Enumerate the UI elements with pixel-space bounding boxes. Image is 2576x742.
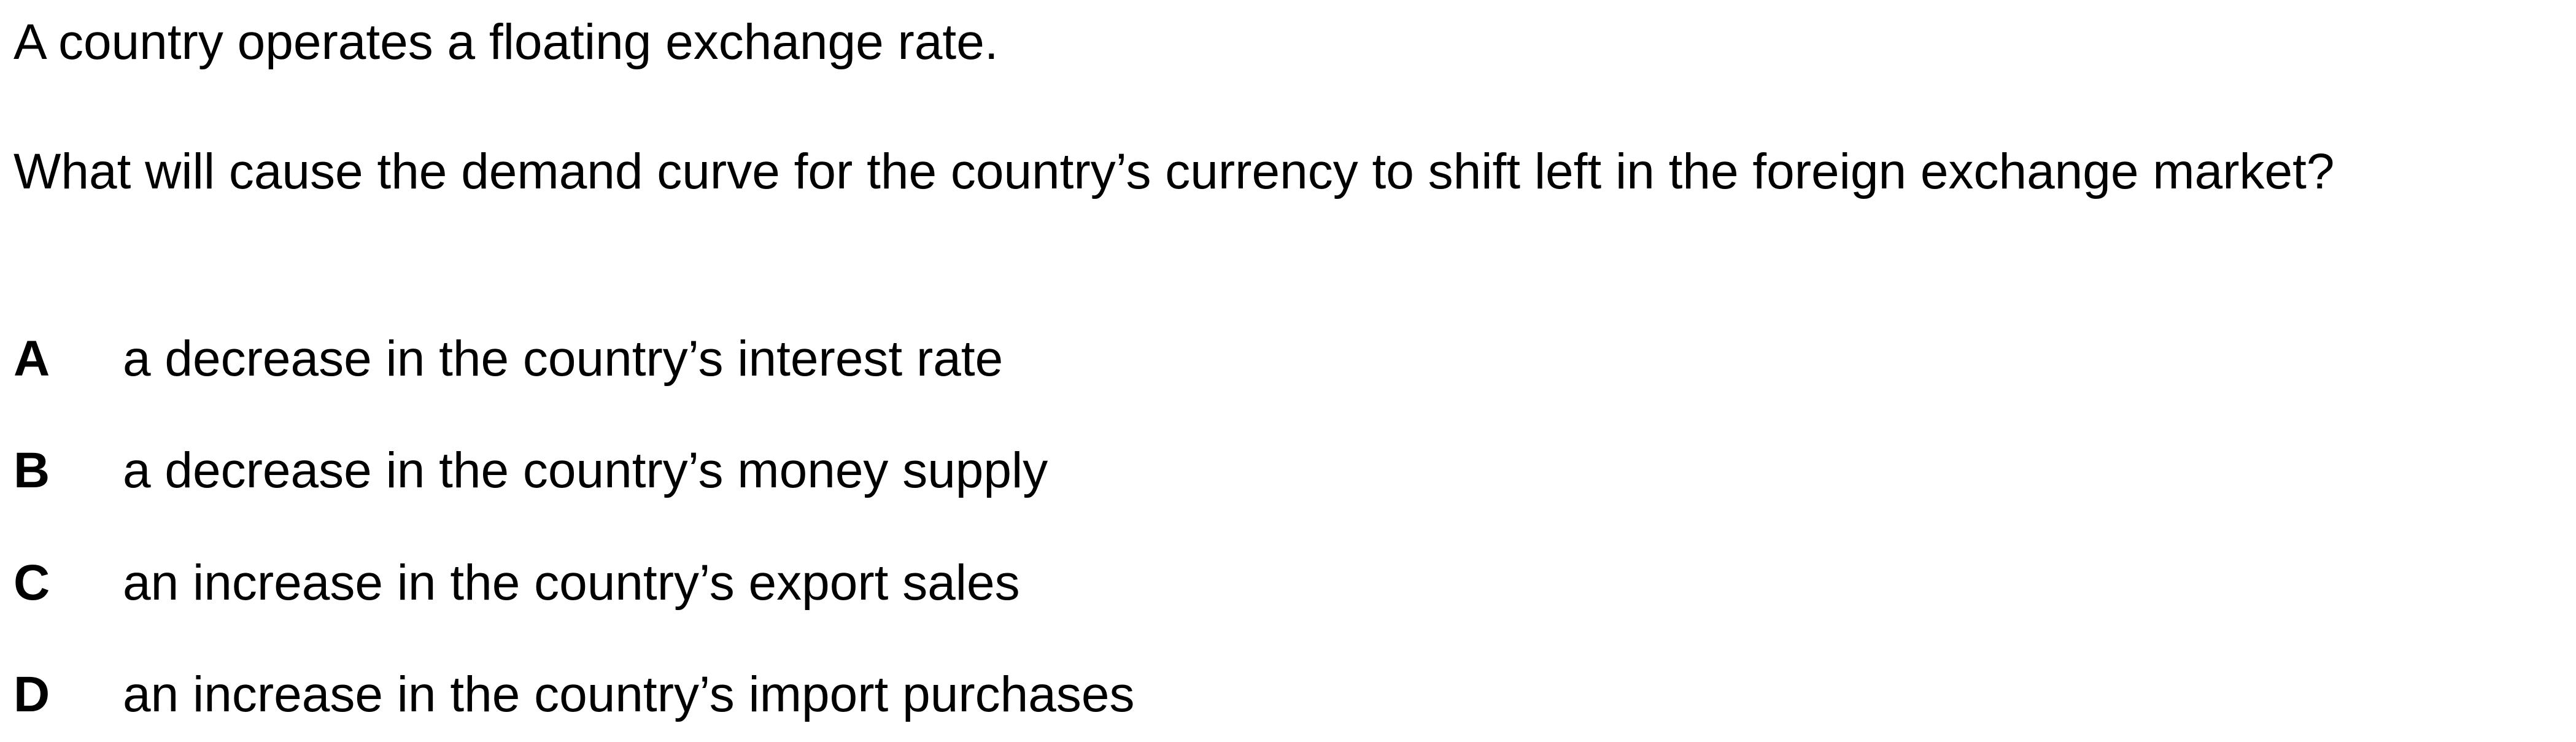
option-text: a decrease in the country’s interest rat… bbox=[123, 331, 1004, 387]
question-stem: What will cause the demand curve for the… bbox=[14, 144, 2335, 199]
option-letter: A bbox=[14, 331, 50, 387]
question-intro: A country operates a floating exchange r… bbox=[14, 14, 999, 70]
option-letter: C bbox=[14, 555, 50, 611]
option-text: a decrease in the country’s money supply bbox=[123, 442, 1048, 498]
option-text: an increase in the country’s import purc… bbox=[123, 667, 1135, 722]
option-text: an increase in the country’s export sale… bbox=[123, 555, 1020, 611]
option-letter: B bbox=[14, 442, 50, 498]
option-letter: D bbox=[14, 667, 50, 722]
